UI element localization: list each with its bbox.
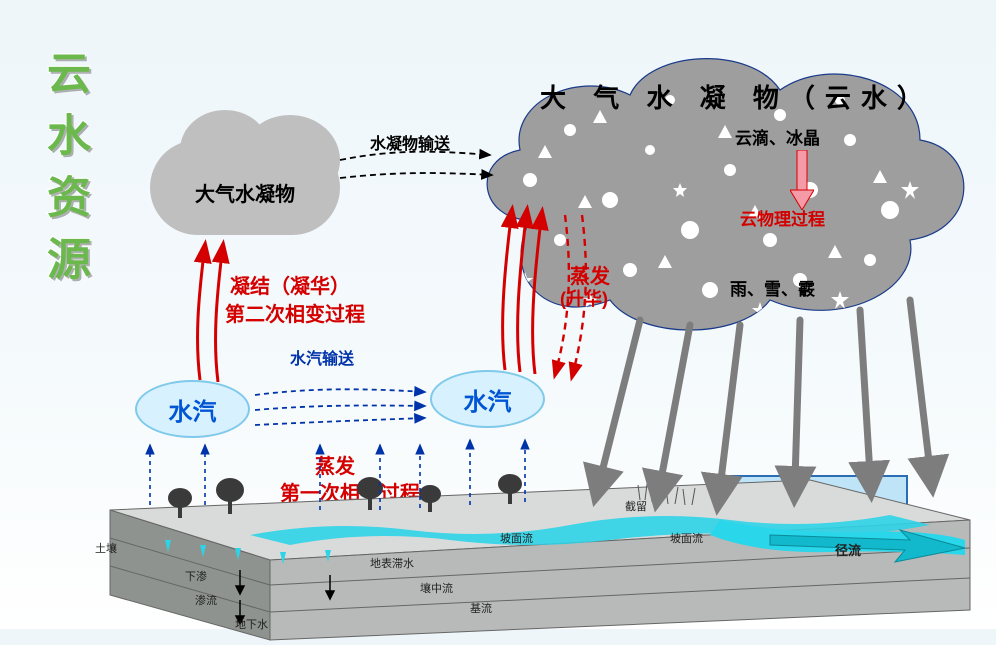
cloud-sub2: 雨、雪、霰	[730, 275, 815, 300]
glabel-seep: 渗流	[195, 592, 217, 608]
label-vapor-transport: 水汽输送	[290, 345, 354, 369]
glabel-interflow: 壤中流	[420, 580, 453, 596]
glabel-soil: 土壤	[95, 540, 117, 556]
big-cloud-title: 大 气 水 凝 物（云水）	[540, 78, 970, 115]
glabel-surfacestay: 地表滞水	[370, 555, 414, 571]
glabel-slope2: 坡面流	[670, 530, 703, 546]
title-vertical: 云水资源	[32, 50, 96, 298]
glabel-baseflow: 基流	[470, 600, 492, 616]
vapor-ellipse-right: 水汽	[430, 370, 545, 428]
vapor-transport-arrows	[255, 389, 425, 425]
cloud-sub1: 云滴、冰晶	[735, 124, 820, 149]
glabel-intercept: 截留	[625, 498, 647, 514]
label-condensate-transport: 水凝物输送	[370, 130, 450, 154]
small-cloud: 大气水凝物	[150, 140, 340, 235]
label-condensation-2: 第二次相变过程	[225, 298, 365, 327]
glabel-runoff: 径流	[835, 540, 861, 559]
glabel-gw: 地下水	[235, 616, 268, 632]
label-evap-sublim-2: (升华)	[560, 285, 608, 311]
glabel-infiltration: 下渗	[185, 568, 207, 584]
small-cloud-label: 大气水凝物	[150, 178, 340, 207]
label-condensation-1: 凝结（凝华）	[230, 270, 350, 299]
red-up-arrows-left	[198, 245, 223, 382]
vapor-label-2: 水汽	[464, 382, 512, 417]
pink-down-arrow	[790, 150, 814, 210]
label-evap-first-1: 蒸发	[315, 450, 355, 479]
glabel-slope1: 坡面流	[500, 530, 533, 546]
vapor-ellipse-left: 水汽	[135, 380, 250, 438]
vapor-label-1: 水汽	[169, 392, 217, 427]
title-text: 云水资源	[40, 50, 89, 298]
